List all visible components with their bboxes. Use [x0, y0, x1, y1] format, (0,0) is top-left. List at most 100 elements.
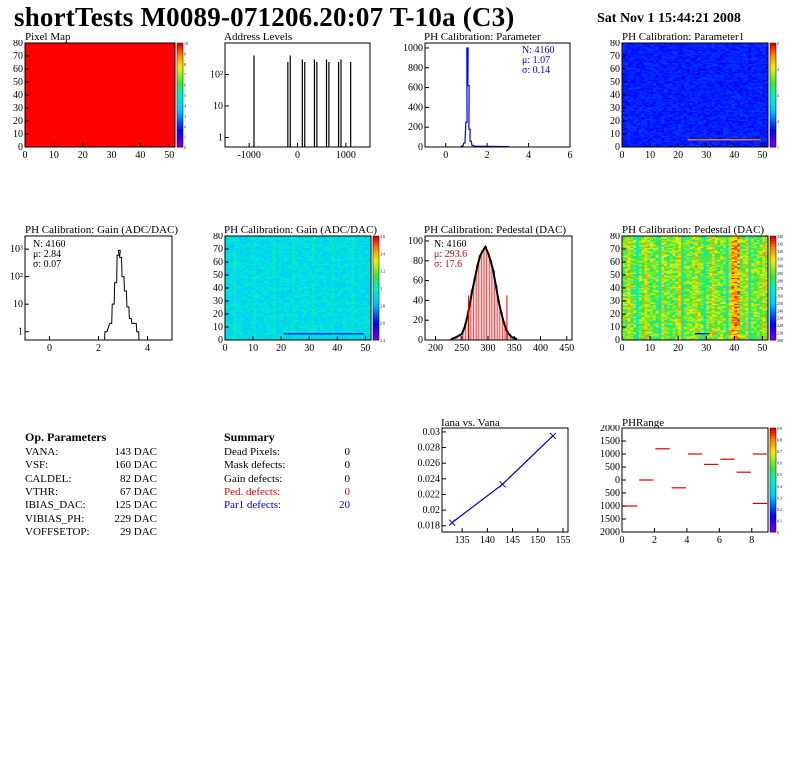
ph_param1-cell — [725, 67, 729, 70]
ph_param1-cell — [739, 110, 744, 113]
ph_param1-cell — [624, 114, 628, 117]
ph_param1-cell — [717, 45, 721, 48]
gain_map-cell — [227, 277, 231, 280]
ph_param1-cell — [739, 63, 744, 66]
ph_param1-cell — [734, 71, 738, 74]
ph_param1-cell — [742, 79, 746, 81]
ph_param1-cell — [680, 95, 685, 97]
ph_param1-cell — [638, 84, 642, 87]
ph_param1-cell — [689, 75, 693, 78]
gain_map-cell — [225, 323, 229, 325]
ph_param1-cell — [717, 71, 721, 74]
ph_param1-cell — [624, 46, 628, 49]
ph_param1-cell — [680, 74, 685, 76]
ph_param1-cell — [661, 45, 665, 48]
ph_param1-cell — [703, 124, 707, 127]
ph_param1-cell — [737, 143, 741, 145]
gain_map-cell — [244, 332, 248, 334]
ph_param1-cell — [723, 140, 727, 143]
ph_param1-cell — [745, 115, 749, 118]
ph_param1-cell — [652, 93, 656, 96]
gain_map-cell — [233, 265, 237, 268]
gain_map-cell — [239, 284, 243, 286]
ph_param1-cell — [723, 75, 727, 78]
ph_param1-cell — [666, 76, 671, 79]
ph_param1-palette-label: 5 — [777, 41, 779, 46]
ph_param1-cell — [655, 96, 659, 98]
ph_param1-cell — [644, 71, 648, 74]
ph_param1-cell — [759, 144, 763, 146]
ph_param1-cell — [745, 84, 749, 87]
ph_param1-cell — [664, 136, 668, 139]
ph_param1-cell — [706, 98, 710, 101]
ph_param1-cell — [745, 117, 749, 119]
ph_param1-cell — [720, 132, 724, 135]
ph_param1-cell — [742, 84, 746, 87]
ph_param1-cell — [709, 110, 713, 113]
ph_param1-cell — [742, 110, 746, 113]
gain_map-cell — [244, 298, 248, 300]
ph_param1-cell — [725, 124, 729, 127]
gain_map-cell — [225, 271, 229, 273]
gain_map-cell — [227, 276, 231, 278]
ph_param1-cell — [700, 75, 704, 78]
ph_param1-cell — [714, 50, 718, 53]
ph_param1-cell — [762, 101, 766, 104]
ph_param1-cell — [655, 104, 659, 106]
ph_param1-cell — [683, 95, 687, 97]
ph_param1-cell — [695, 79, 699, 81]
ph_param1-cell — [669, 121, 673, 123]
ph_param1-cell — [680, 70, 685, 72]
ph_param1-cell — [711, 95, 715, 97]
ph_param1-cell — [714, 127, 718, 130]
ph_param1-cell — [742, 78, 746, 80]
ph_param1-cell — [723, 122, 727, 124]
ph_param1-cell — [627, 127, 631, 130]
ph_param1-cell — [680, 52, 685, 54]
ph_param1-cell — [714, 134, 718, 136]
ph_param1-cell — [709, 92, 713, 94]
ph_param1-cell — [669, 71, 673, 74]
ph_param1-cell — [652, 115, 656, 118]
ph_param1-cell — [683, 71, 687, 74]
ph_param1-cell — [765, 88, 769, 91]
ph_param1-cell — [709, 105, 713, 107]
gain_map-cell — [230, 317, 234, 320]
ph_param1-cell — [669, 119, 673, 122]
gain_map-cell — [236, 276, 240, 278]
gain_map-cell — [239, 254, 243, 256]
ph_param1-cell — [666, 79, 671, 81]
ph_param1-cell — [739, 119, 744, 122]
ph_param1-cell — [672, 104, 676, 106]
ph_param1-cell — [666, 71, 671, 74]
ph_param1-cell — [717, 104, 721, 106]
gain_map-cell — [241, 308, 245, 311]
gain_map-cell — [230, 285, 234, 287]
ph_param1-cell — [627, 141, 631, 144]
ph_param1-cell — [647, 59, 651, 62]
ph_param1-cell — [669, 139, 673, 141]
ph_param1-cell — [633, 78, 637, 80]
ph_param1-cell — [748, 54, 752, 57]
ph_param1-cell — [666, 85, 671, 88]
address-levels-ytick-label: 10² — [210, 70, 223, 81]
ph_param1-cell — [700, 44, 704, 46]
ph_param1-cell — [678, 121, 682, 123]
gain_map-cell — [225, 250, 229, 252]
ph_param1-cell — [622, 117, 626, 119]
ph_param1-cell — [695, 52, 699, 54]
ph_param1-cell — [683, 58, 687, 61]
gain_map-cell — [233, 315, 237, 317]
gain_map-cell — [233, 282, 237, 285]
ph_param1-cell — [700, 95, 704, 97]
ph_param1-cell — [751, 78, 755, 80]
ph_param1-cell — [661, 53, 665, 55]
ph_param1-cell — [711, 43, 715, 45]
ph_param1-cell — [641, 46, 645, 49]
ph_param1-cell — [627, 113, 631, 115]
gain_map-cell — [225, 330, 229, 333]
ph_param1-cell — [745, 113, 749, 115]
ph_param1-cell — [731, 70, 735, 72]
gain_map-cell — [236, 294, 240, 297]
